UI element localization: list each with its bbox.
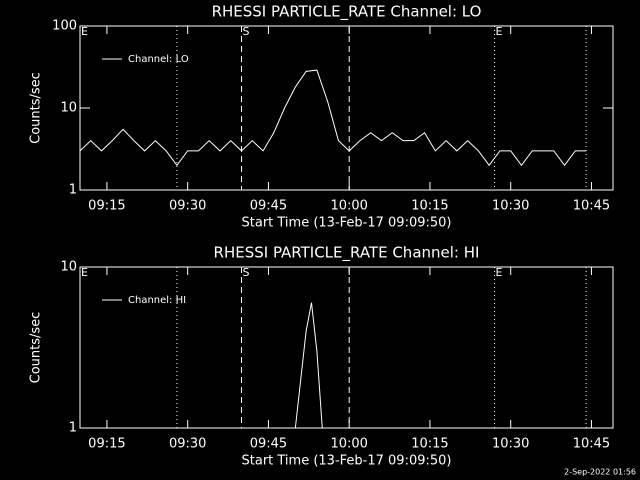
x-tick-label: 10:15	[411, 199, 448, 214]
footer-date: 2-Sep-2022 01:56	[564, 468, 636, 477]
event-label: E	[496, 266, 503, 279]
x-tick-label: 09:15	[88, 437, 125, 452]
y-tick-label: 1	[69, 183, 77, 198]
x-tick-label: 09:15	[88, 199, 125, 214]
event-label: S	[243, 25, 250, 38]
event-label: E	[81, 25, 88, 38]
chart-title: RHESSI PARTICLE_RATE Channel: HI	[214, 244, 480, 263]
y-tick-label: 100	[52, 19, 77, 34]
legend-label: Channel: LO	[128, 54, 189, 65]
event-label: S	[243, 266, 250, 279]
plot-frame	[79, 25, 614, 191]
y-tick-label: 10	[60, 260, 77, 275]
y-axis-label: Counts/sec	[29, 72, 44, 144]
x-tick-label: 10:00	[330, 199, 367, 214]
y-tick-label: 10	[60, 101, 77, 116]
x-tick-label: 10:30	[492, 437, 529, 452]
x-tick-label: 09:30	[169, 437, 206, 452]
x-tick-label: 10:15	[411, 437, 448, 452]
x-tick-label: 10:00	[330, 437, 367, 452]
x-tick-label: 10:30	[492, 199, 529, 214]
event-label: E	[496, 25, 503, 38]
x-tick-label: 09:30	[169, 199, 206, 214]
legend-label: Channel: HI	[128, 295, 186, 306]
x-tick-label: 10:45	[573, 199, 610, 214]
y-axis-label: Counts/sec	[29, 312, 44, 384]
x-axis-label: Start Time (13-Feb-17 09:09:50)	[242, 454, 452, 469]
x-tick-label: 09:45	[250, 199, 287, 214]
x-tick-label: 09:45	[250, 437, 287, 452]
data-line	[294, 302, 323, 428]
data-line	[80, 69, 587, 167]
x-axis-label: Start Time (13-Feb-17 09:09:50)	[242, 216, 452, 231]
chart-title: RHESSI PARTICLE_RATE Channel: LO	[212, 3, 482, 22]
y-tick-label: 1	[69, 421, 77, 436]
event-label: E	[81, 266, 88, 279]
x-tick-label: 10:45	[573, 437, 610, 452]
plot-frame	[79, 266, 614, 429]
